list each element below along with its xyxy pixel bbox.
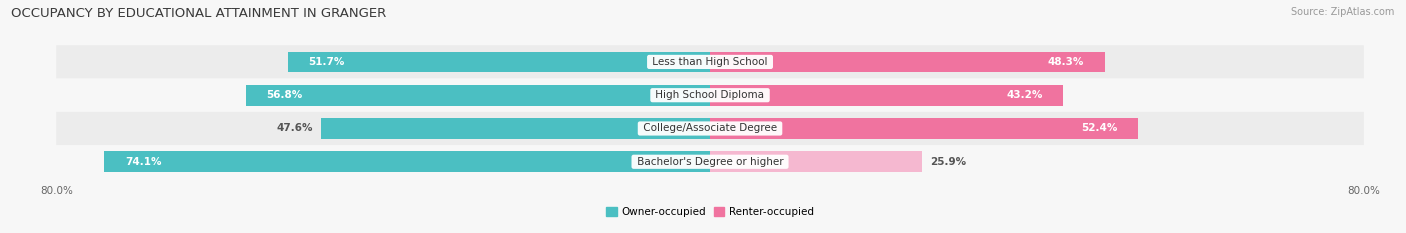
Text: 43.2%: 43.2% [1007,90,1043,100]
Text: College/Associate Degree: College/Associate Degree [640,123,780,134]
Text: 52.4%: 52.4% [1081,123,1118,134]
Bar [287,51,710,72]
Text: High School Diploma: High School Diploma [652,90,768,100]
FancyBboxPatch shape [56,145,1364,178]
Bar [246,85,710,106]
Bar [710,51,1105,72]
Bar [710,151,922,172]
FancyBboxPatch shape [56,112,1364,145]
Text: OCCUPANCY BY EDUCATIONAL ATTAINMENT IN GRANGER: OCCUPANCY BY EDUCATIONAL ATTAINMENT IN G… [11,7,387,20]
Text: 48.3%: 48.3% [1047,57,1084,67]
Text: 51.7%: 51.7% [308,57,344,67]
Text: Bachelor's Degree or higher: Bachelor's Degree or higher [634,157,786,167]
Text: Source: ZipAtlas.com: Source: ZipAtlas.com [1291,7,1395,17]
FancyBboxPatch shape [56,79,1364,112]
Text: 56.8%: 56.8% [266,90,302,100]
Bar [710,118,1139,139]
Bar [710,85,1063,106]
FancyBboxPatch shape [56,45,1364,79]
Text: 25.9%: 25.9% [929,157,966,167]
Bar [321,118,710,139]
Text: 74.1%: 74.1% [125,157,162,167]
Bar [104,151,710,172]
Text: 47.6%: 47.6% [277,123,314,134]
Text: Less than High School: Less than High School [650,57,770,67]
Legend: Owner-occupied, Renter-occupied: Owner-occupied, Renter-occupied [602,203,818,221]
